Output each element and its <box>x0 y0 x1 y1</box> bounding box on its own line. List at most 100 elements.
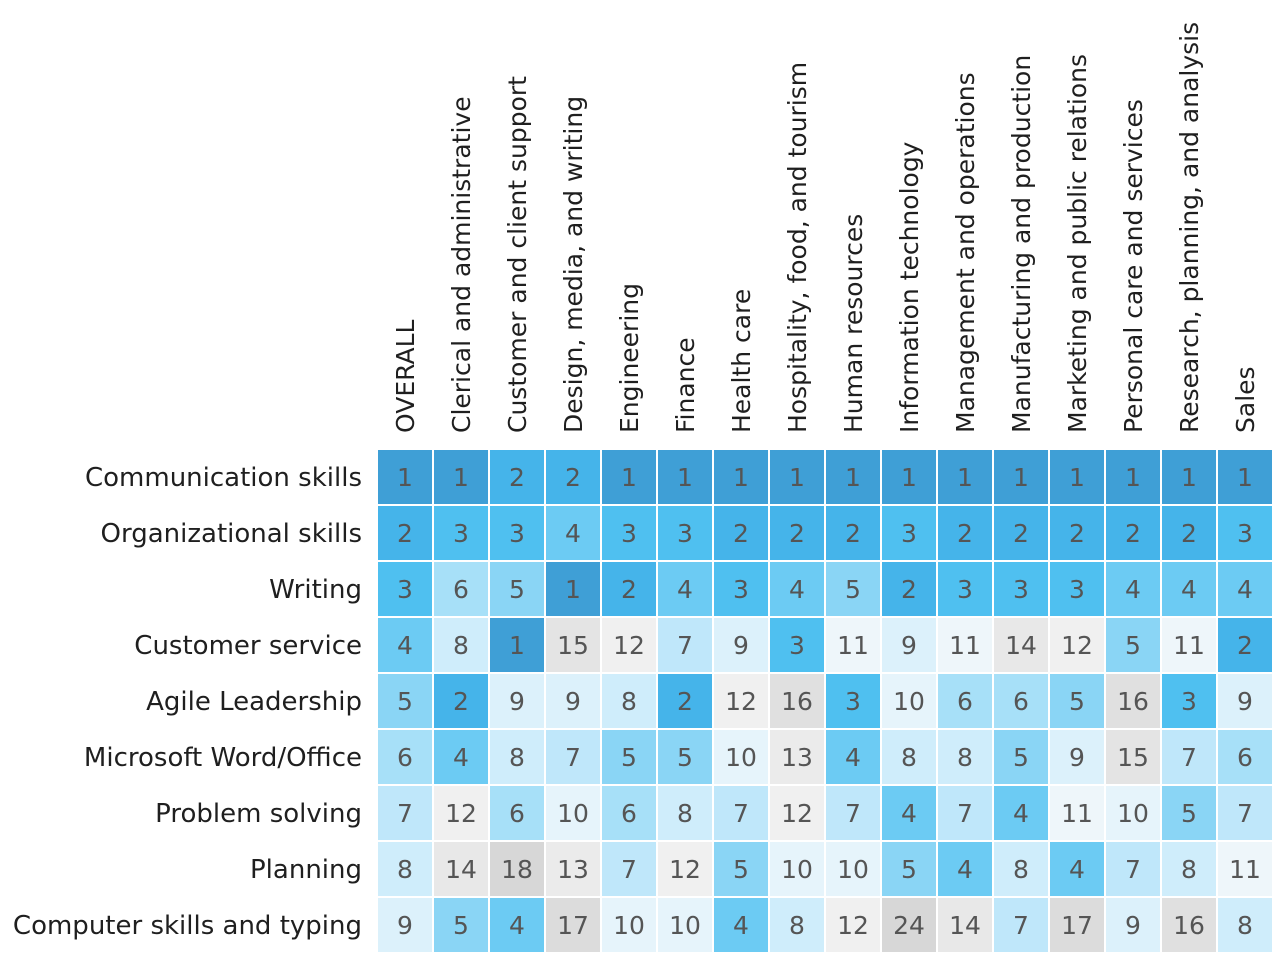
cell-value: 5 <box>845 575 861 604</box>
heatmap-cell <box>544 672 602 730</box>
cell-value: 5 <box>901 855 917 884</box>
heatmap-cell <box>712 784 770 842</box>
heatmap-cell <box>600 672 658 730</box>
column-label: Customer and client support <box>503 76 532 433</box>
cell-value: 8 <box>1237 911 1253 940</box>
cell-value: 1 <box>1237 463 1253 492</box>
heatmap-cell <box>656 896 714 953</box>
cell-value: 2 <box>1181 519 1197 548</box>
cell-value: 1 <box>397 463 413 492</box>
column-label: Health care <box>727 289 756 433</box>
heatmap-cell <box>376 616 434 674</box>
heatmap-cell <box>880 448 938 506</box>
cell-value: 1 <box>845 463 861 492</box>
heatmap-cell <box>1048 616 1106 674</box>
cell-value: 1 <box>957 463 973 492</box>
cell-value: 10 <box>725 743 757 772</box>
heatmap-cell <box>1160 896 1218 953</box>
cell-value: 12 <box>445 799 477 828</box>
heatmap-cell <box>1216 784 1274 842</box>
cell-value: 4 <box>845 743 861 772</box>
heatmap-cell <box>1104 784 1162 842</box>
cell-value: 1 <box>1181 463 1197 492</box>
cell-value: 4 <box>509 911 525 940</box>
heatmap-cell <box>1216 560 1274 618</box>
heatmap-cell <box>936 504 994 562</box>
heatmap-cell <box>992 896 1050 953</box>
heatmap-cell <box>936 672 994 730</box>
cell-value: 4 <box>789 575 805 604</box>
cell-value: 3 <box>789 631 805 660</box>
row-label: Writing <box>269 575 362 605</box>
heatmap-cell <box>376 504 434 562</box>
heatmap-cell <box>1216 672 1274 730</box>
cell-value: 6 <box>621 799 637 828</box>
cell-value: 24 <box>893 911 925 940</box>
heatmap-cell <box>1048 560 1106 618</box>
heatmap-cell <box>376 728 434 786</box>
heatmap-cell <box>880 896 938 953</box>
cell-value: 4 <box>1069 855 1085 884</box>
cell-value: 6 <box>957 687 973 716</box>
cell-value: 9 <box>1069 743 1085 772</box>
cell-value: 10 <box>669 911 701 940</box>
cell-value: 3 <box>509 519 525 548</box>
column-label: Personal care and services <box>1119 99 1148 433</box>
cell-value: 2 <box>1069 519 1085 548</box>
cell-value: 8 <box>901 743 917 772</box>
cell-value: 3 <box>1237 519 1253 548</box>
heatmap-cell <box>432 896 490 953</box>
heatmap-cell <box>544 560 602 618</box>
cell-value: 5 <box>1013 743 1029 772</box>
cell-value: 11 <box>837 631 869 660</box>
heatmap-cell <box>768 672 826 730</box>
cell-value: 4 <box>957 855 973 884</box>
cell-value: 2 <box>621 575 637 604</box>
cell-value: 11 <box>1173 631 1205 660</box>
cell-value: 1 <box>621 463 637 492</box>
cell-value: 8 <box>677 799 693 828</box>
heatmap-cell <box>824 672 882 730</box>
heatmap-cell <box>1104 448 1162 506</box>
heatmap-cell <box>488 616 546 674</box>
cell-value: 18 <box>501 855 533 884</box>
heatmap-cell <box>712 616 770 674</box>
cell-value: 12 <box>1061 631 1093 660</box>
cell-value: 9 <box>565 687 581 716</box>
cell-value: 10 <box>557 799 589 828</box>
cell-value: 5 <box>677 743 693 772</box>
heatmap-cell <box>600 560 658 618</box>
cell-value: 8 <box>621 687 637 716</box>
heatmap-cell <box>824 728 882 786</box>
cell-value: 9 <box>733 631 749 660</box>
cell-value: 2 <box>453 687 469 716</box>
cell-value: 10 <box>837 855 869 884</box>
cell-value: 9 <box>1125 911 1141 940</box>
cell-value: 11 <box>1229 855 1261 884</box>
heatmap-cell <box>432 616 490 674</box>
heatmap-cell <box>656 616 714 674</box>
cell-value: 9 <box>509 687 525 716</box>
cell-value: 1 <box>509 631 525 660</box>
cell-value: 4 <box>1237 575 1253 604</box>
cell-value: 8 <box>957 743 973 772</box>
cell-value: 2 <box>565 463 581 492</box>
heatmap-cell <box>768 448 826 506</box>
cell-value: 11 <box>949 631 981 660</box>
heatmap-cell <box>656 784 714 842</box>
cell-value: 7 <box>1125 855 1141 884</box>
heatmap-cell <box>1104 840 1162 898</box>
cell-value: 7 <box>565 743 581 772</box>
cell-value: 3 <box>901 519 917 548</box>
cell-value: 2 <box>789 519 805 548</box>
heatmap-cell <box>488 784 546 842</box>
cell-value: 1 <box>565 575 581 604</box>
cell-value: 7 <box>733 799 749 828</box>
row-label: Agile Leadership <box>146 687 362 717</box>
cell-value: 2 <box>509 463 525 492</box>
column-label: Information technology <box>895 141 924 433</box>
cell-value: 8 <box>397 855 413 884</box>
cell-value: 9 <box>901 631 917 660</box>
cell-value: 16 <box>1173 911 1205 940</box>
column-label: Clerical and administrative <box>447 96 476 433</box>
